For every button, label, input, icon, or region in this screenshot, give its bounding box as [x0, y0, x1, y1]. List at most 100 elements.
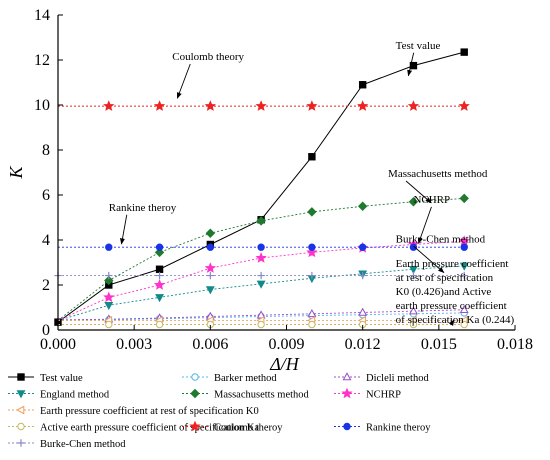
data-point	[256, 280, 266, 289]
y-tick-label: 0	[42, 322, 50, 339]
data-point	[155, 271, 164, 280]
data-point	[459, 262, 469, 271]
data-point	[255, 100, 267, 111]
annotation-text: Burke-Chen method	[396, 233, 486, 245]
annotation-3: NCHRP	[413, 194, 450, 244]
data-point	[257, 271, 265, 280]
legend-item: Rankine theroy	[334, 423, 431, 434]
legend-label: Active earth pressure coefficient of spe…	[40, 423, 259, 434]
legend-item: Burke-Chen method	[8, 439, 126, 450]
legend-item: Active earth pressure coefficient of spe…	[8, 423, 259, 434]
data-point	[358, 243, 367, 251]
annotation-text: Rankine theroy	[109, 202, 177, 214]
data-point	[459, 304, 469, 314]
legend-item: Coulomb theroy	[182, 420, 283, 434]
y-tick-label: 4	[42, 232, 50, 249]
y-tick-label: 2	[42, 277, 50, 294]
legend-marker	[342, 372, 352, 381]
annotation-6: Earth pressure coefficient at rest of spe…	[396, 258, 515, 326]
data-point	[204, 262, 216, 273]
x-tick-label: 0.003	[116, 336, 152, 353]
legend-label: Barker method	[214, 373, 277, 384]
data-point	[358, 81, 367, 89]
annotation-2: Massachusetts method	[388, 168, 488, 204]
legend-label: Massachusetts method	[214, 390, 310, 401]
data-point	[204, 100, 216, 111]
legend-marker	[16, 390, 26, 399]
legend-marker	[17, 373, 25, 381]
data-point	[460, 320, 468, 329]
data-point	[255, 252, 267, 263]
data-point	[409, 271, 418, 280]
legend-label: Dicleli method	[366, 373, 429, 384]
data-point	[407, 100, 420, 111]
data-point	[205, 228, 216, 238]
legend-item: England method	[8, 390, 110, 401]
legend-item: Earth pressure coefficient at rest of sp…	[8, 405, 259, 417]
data-point	[306, 246, 318, 258]
data-point	[458, 235, 470, 246]
data-point	[308, 320, 316, 329]
annotation-1: Coulomb theory	[172, 51, 245, 99]
y-tick-label: 14	[34, 7, 50, 24]
annotation-arrow	[405, 180, 432, 204]
annotation-arrow	[418, 206, 432, 244]
data-point	[308, 271, 316, 280]
x-axis-title: Δ/H	[269, 354, 300, 374]
y-tick-label: 6	[42, 187, 50, 204]
legend-marker	[17, 422, 25, 431]
legend-marker	[189, 420, 201, 432]
annotation-arrow	[413, 245, 445, 274]
legend-label: NCHRP	[366, 390, 401, 401]
legend-item: Massachusetts method	[182, 388, 310, 401]
data-point	[307, 308, 317, 318]
data-point	[256, 216, 266, 226]
data-point	[205, 286, 215, 295]
data-point	[206, 243, 215, 251]
data-point	[155, 294, 164, 303]
data-point	[155, 320, 164, 329]
series-8	[58, 100, 470, 111]
data-point	[155, 243, 164, 251]
legend-item: NCHRP	[334, 387, 401, 401]
data-point	[409, 243, 418, 251]
data-point	[358, 307, 368, 316]
legend-marker	[191, 373, 199, 381]
data-point	[357, 100, 369, 111]
series-7	[58, 320, 468, 329]
legend: Test value Barker method Dicleli method Eng…	[8, 372, 431, 450]
data-point	[460, 48, 468, 56]
data-point	[206, 271, 215, 280]
data-point	[104, 301, 114, 311]
data-point	[105, 320, 113, 329]
legend-label: Rankine theroy	[366, 423, 431, 434]
annotation-arrow	[120, 214, 128, 245]
series-10	[54, 271, 468, 280]
data-point	[154, 247, 165, 258]
legend-label: Coulomb theroy	[214, 423, 283, 434]
y-axis-title: K	[6, 166, 26, 180]
data-point	[458, 100, 470, 111]
data-point	[153, 100, 166, 111]
legend-marker	[16, 405, 25, 415]
x-tick-label: 0.015	[421, 336, 457, 353]
annotation-text: NCHRP	[413, 194, 450, 206]
y-tick-label: 12	[34, 52, 50, 69]
annotation-text: Test value	[396, 40, 441, 52]
data-point	[358, 271, 367, 280]
annotation-arrow	[448, 319, 455, 326]
x-tick-label: 0.000	[40, 336, 76, 353]
data-point	[103, 100, 115, 111]
data-point	[257, 320, 265, 329]
x-tick-label: 0.012	[345, 336, 381, 353]
legend-marker	[341, 387, 353, 399]
annotation-arrow	[176, 63, 191, 99]
data-point	[153, 279, 166, 290]
annotation-5: Burke-Chen method	[396, 233, 486, 274]
annotation-arrow	[407, 52, 415, 77]
legend-marker	[17, 439, 25, 447]
legend-label: Earth pressure coefficient at rest of sp…	[40, 406, 259, 417]
data-point	[308, 243, 316, 251]
data-point	[105, 243, 113, 251]
